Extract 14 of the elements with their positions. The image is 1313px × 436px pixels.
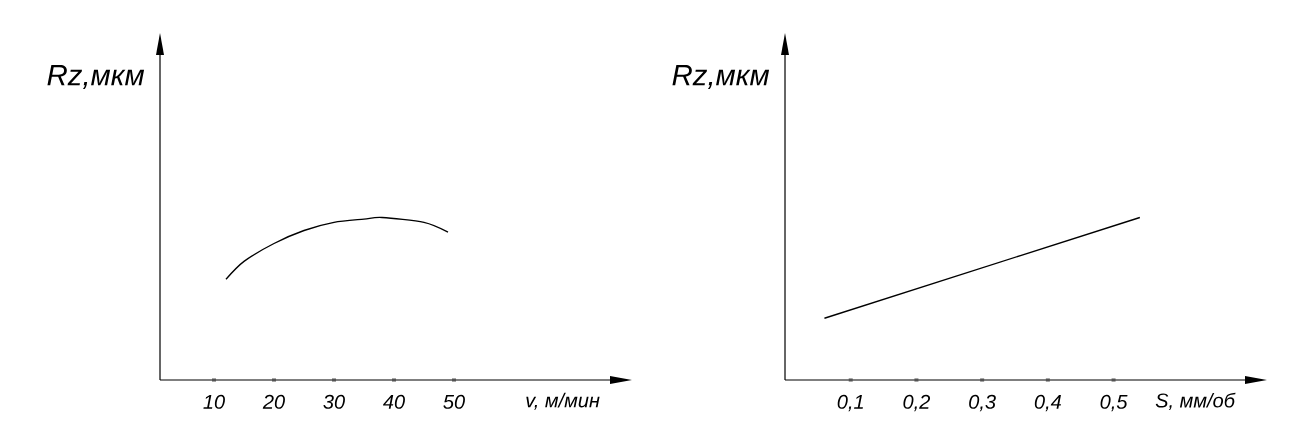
- x-tick-label: 10: [203, 394, 225, 409]
- y-axis-title: Rz,мкм: [672, 65, 770, 89]
- x-tick-label: 20: [262, 394, 285, 409]
- x-axis-title: S, мм/об: [1155, 392, 1236, 410]
- y-axis-title: Rz,мкм: [47, 65, 145, 89]
- x-axis-title: v, м/мин: [526, 392, 600, 410]
- x-tick-label: 0,3: [969, 394, 996, 412]
- x-tick-label: 50: [443, 394, 465, 409]
- x-tick-label: 30: [323, 394, 345, 409]
- x-tick-label: 0,2: [903, 394, 931, 412]
- x-tick-label: 0,4: [1034, 394, 1062, 412]
- x-tick-label: 0,1: [837, 394, 863, 412]
- x-tick-label: 0,5: [1100, 394, 1128, 412]
- x-tick-label: 40: [383, 394, 405, 409]
